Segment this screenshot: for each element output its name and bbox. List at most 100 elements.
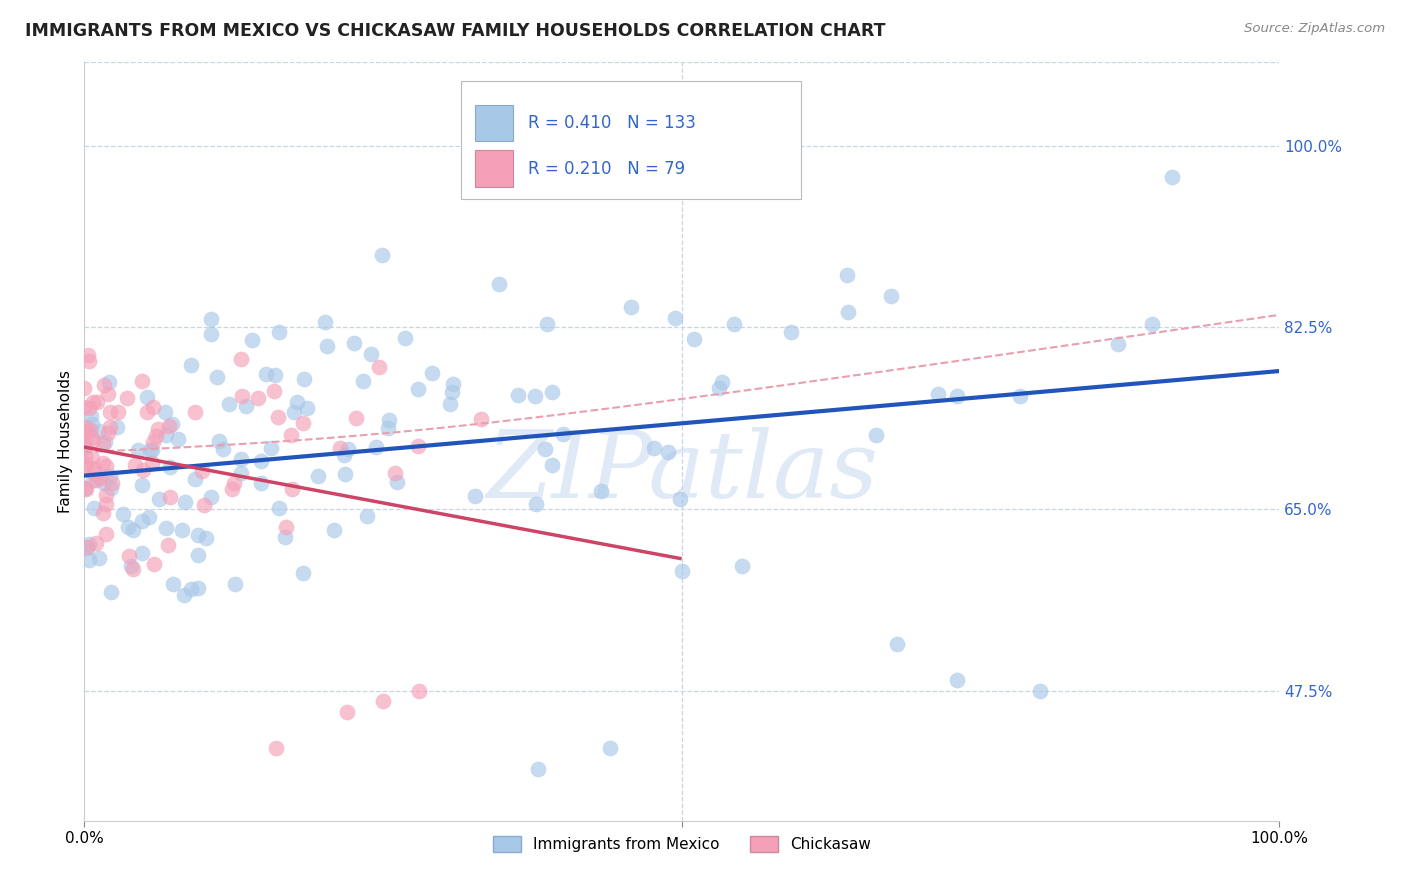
Point <box>367 360 389 375</box>
Point <box>329 441 352 455</box>
FancyBboxPatch shape <box>475 151 513 186</box>
Point <box>927 386 949 401</box>
Point <box>208 434 231 448</box>
Point <box>1029 683 1052 698</box>
Point <box>187 581 209 595</box>
Point <box>146 422 169 436</box>
Point <box>307 469 329 483</box>
Point <box>671 565 693 579</box>
Y-axis label: Family Households: Family Households <box>58 370 73 513</box>
Point <box>1161 169 1184 184</box>
Point <box>83 466 105 480</box>
Point <box>118 549 141 564</box>
Point <box>82 433 104 447</box>
Point <box>333 467 356 481</box>
Point <box>94 458 117 473</box>
Point <box>82 473 104 487</box>
Point <box>135 390 157 404</box>
Point <box>77 553 100 567</box>
Point <box>155 521 177 535</box>
Point <box>323 523 346 537</box>
Point <box>524 498 547 512</box>
Point <box>205 369 228 384</box>
Point <box>173 588 195 602</box>
Point <box>541 385 564 400</box>
Point <box>378 413 401 427</box>
Point <box>139 443 162 458</box>
Text: R = 0.210   N = 79: R = 0.210 N = 79 <box>527 160 685 178</box>
Legend: Immigrants from Mexico, Chickasaw: Immigrants from Mexico, Chickasaw <box>486 830 877 858</box>
Point <box>710 376 733 390</box>
Point <box>287 395 309 409</box>
Point <box>551 427 574 442</box>
Point <box>73 425 96 440</box>
Point <box>79 409 101 424</box>
Point <box>533 442 555 456</box>
Point <box>406 382 429 396</box>
Point <box>124 458 146 473</box>
Point <box>314 316 336 330</box>
Point <box>107 404 129 418</box>
Point <box>94 497 117 511</box>
Point <box>162 577 184 591</box>
Point <box>98 468 121 483</box>
Point <box>291 416 314 430</box>
Point <box>80 417 103 431</box>
Point <box>441 377 464 392</box>
Point <box>439 397 461 411</box>
Point <box>406 439 429 453</box>
Point <box>723 317 745 331</box>
Point <box>98 405 121 419</box>
Point <box>77 401 100 416</box>
Point <box>643 441 665 455</box>
Point <box>73 401 96 415</box>
Point <box>235 399 257 413</box>
Point <box>886 637 908 651</box>
Point <box>276 520 298 534</box>
Point <box>200 327 222 342</box>
FancyBboxPatch shape <box>461 81 801 199</box>
Point <box>343 336 366 351</box>
Point <box>79 430 101 444</box>
Point <box>141 400 163 414</box>
Point <box>84 473 107 487</box>
Point <box>254 368 277 382</box>
Point <box>281 483 304 497</box>
Point <box>79 423 101 437</box>
Point <box>295 401 318 416</box>
Point <box>141 442 163 457</box>
Point <box>100 481 122 495</box>
Point <box>344 411 367 425</box>
Point <box>73 436 96 450</box>
Point <box>240 334 263 348</box>
Point <box>143 557 166 571</box>
Point <box>231 352 253 367</box>
Point <box>211 442 233 457</box>
Point <box>527 762 550 776</box>
Point <box>280 428 302 442</box>
Point <box>167 432 190 446</box>
Point <box>131 514 153 528</box>
Point <box>136 404 159 418</box>
Point <box>75 457 97 471</box>
Point <box>86 395 108 409</box>
Point <box>1107 337 1129 351</box>
Point <box>131 546 153 560</box>
Point <box>97 387 120 401</box>
Point <box>336 705 359 719</box>
Point <box>880 289 903 303</box>
Point <box>157 419 180 434</box>
Point <box>77 353 100 368</box>
Point <box>589 484 612 499</box>
Point <box>193 499 215 513</box>
Point <box>231 452 253 467</box>
Point <box>131 463 153 477</box>
Point <box>75 458 97 473</box>
Point <box>184 472 207 486</box>
Point <box>148 492 170 507</box>
Point <box>360 346 382 360</box>
Point <box>669 492 692 507</box>
Point <box>174 495 197 509</box>
Point <box>91 437 114 451</box>
Point <box>94 527 117 541</box>
